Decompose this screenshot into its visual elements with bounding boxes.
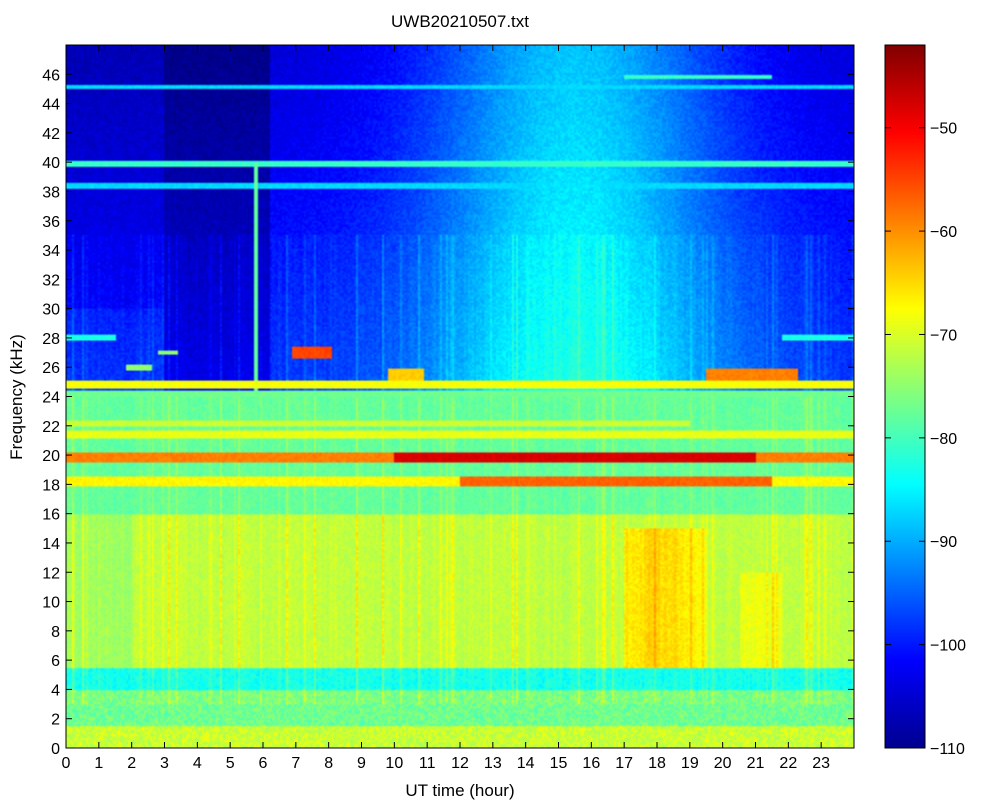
x-tick-label: 5 <box>226 755 235 772</box>
y-tick-label: 32 <box>42 272 60 289</box>
colorbar-tick-label: −110 <box>930 741 965 758</box>
y-tick-label: 34 <box>42 243 60 260</box>
x-tick-label: 22 <box>779 755 797 772</box>
x-tick-label: 14 <box>517 755 535 772</box>
colorbar-tick-label: −90 <box>930 534 957 551</box>
y-tick-label: 40 <box>42 155 60 172</box>
x-tick-label: 2 <box>127 755 136 772</box>
y-tick-label: 36 <box>42 214 60 231</box>
colorbar-tick-label: −100 <box>930 638 966 655</box>
spectrogram-image <box>66 45 854 748</box>
y-tick-label: 8 <box>51 624 60 641</box>
x-tick-label: 3 <box>160 755 169 772</box>
x-tick-label: 11 <box>419 755 436 772</box>
x-tick-label: 21 <box>747 755 765 772</box>
x-tick-label: 12 <box>451 755 469 772</box>
y-tick-label: 0 <box>51 741 60 758</box>
colorbar-tick-label: −50 <box>930 121 957 138</box>
y-tick-label: 28 <box>42 331 60 348</box>
x-tick-label: 1 <box>94 755 103 772</box>
x-tick-label: 16 <box>582 755 600 772</box>
y-tick-label: 30 <box>42 302 60 319</box>
y-tick-label: 18 <box>42 477 60 494</box>
x-tick-label: 15 <box>550 755 568 772</box>
y-axis-label: Frequency (kHz) <box>7 334 26 460</box>
y-tick-label: 46 <box>42 67 60 84</box>
y-tick-label: 16 <box>42 507 60 524</box>
chart-title: UWB20210507.txt <box>391 12 529 31</box>
x-tick-label: 19 <box>681 755 699 772</box>
y-tick-label: 14 <box>42 536 60 553</box>
y-tick-label: 24 <box>42 390 60 407</box>
x-tick-label: 18 <box>648 755 666 772</box>
y-tick-label: 2 <box>51 712 60 729</box>
y-tick-label: 6 <box>51 653 60 670</box>
colorbar-tick-label: −60 <box>930 224 957 241</box>
y-tick-label: 44 <box>42 97 60 114</box>
x-tick-label: 7 <box>291 755 300 772</box>
x-tick-label: 0 <box>62 755 71 772</box>
y-tick-label: 26 <box>42 360 60 377</box>
colorbar <box>884 44 926 749</box>
y-tick-label: 4 <box>51 682 60 699</box>
y-tick-label: 22 <box>42 419 60 436</box>
x-tick-label: 10 <box>385 755 403 772</box>
y-tick-label: 20 <box>42 448 60 465</box>
x-tick-label: 9 <box>357 755 366 772</box>
colorbar-tick-label: −80 <box>930 431 957 448</box>
y-tick-label: 12 <box>42 565 60 582</box>
y-tick-label: 42 <box>42 126 60 143</box>
x-tick-label: 4 <box>193 755 202 772</box>
x-tick-label: 23 <box>812 755 830 772</box>
x-tick-label: 13 <box>484 755 502 772</box>
colorbar-tick-label: −70 <box>930 327 957 344</box>
x-tick-label: 20 <box>714 755 732 772</box>
x-tick-label: 6 <box>259 755 268 772</box>
x-tick-label: 17 <box>615 755 633 772</box>
x-axis-label: UT time (hour) <box>405 781 514 800</box>
y-tick-label: 10 <box>42 595 60 612</box>
x-tick-label: 8 <box>324 755 333 772</box>
y-tick-label: 38 <box>42 184 60 201</box>
